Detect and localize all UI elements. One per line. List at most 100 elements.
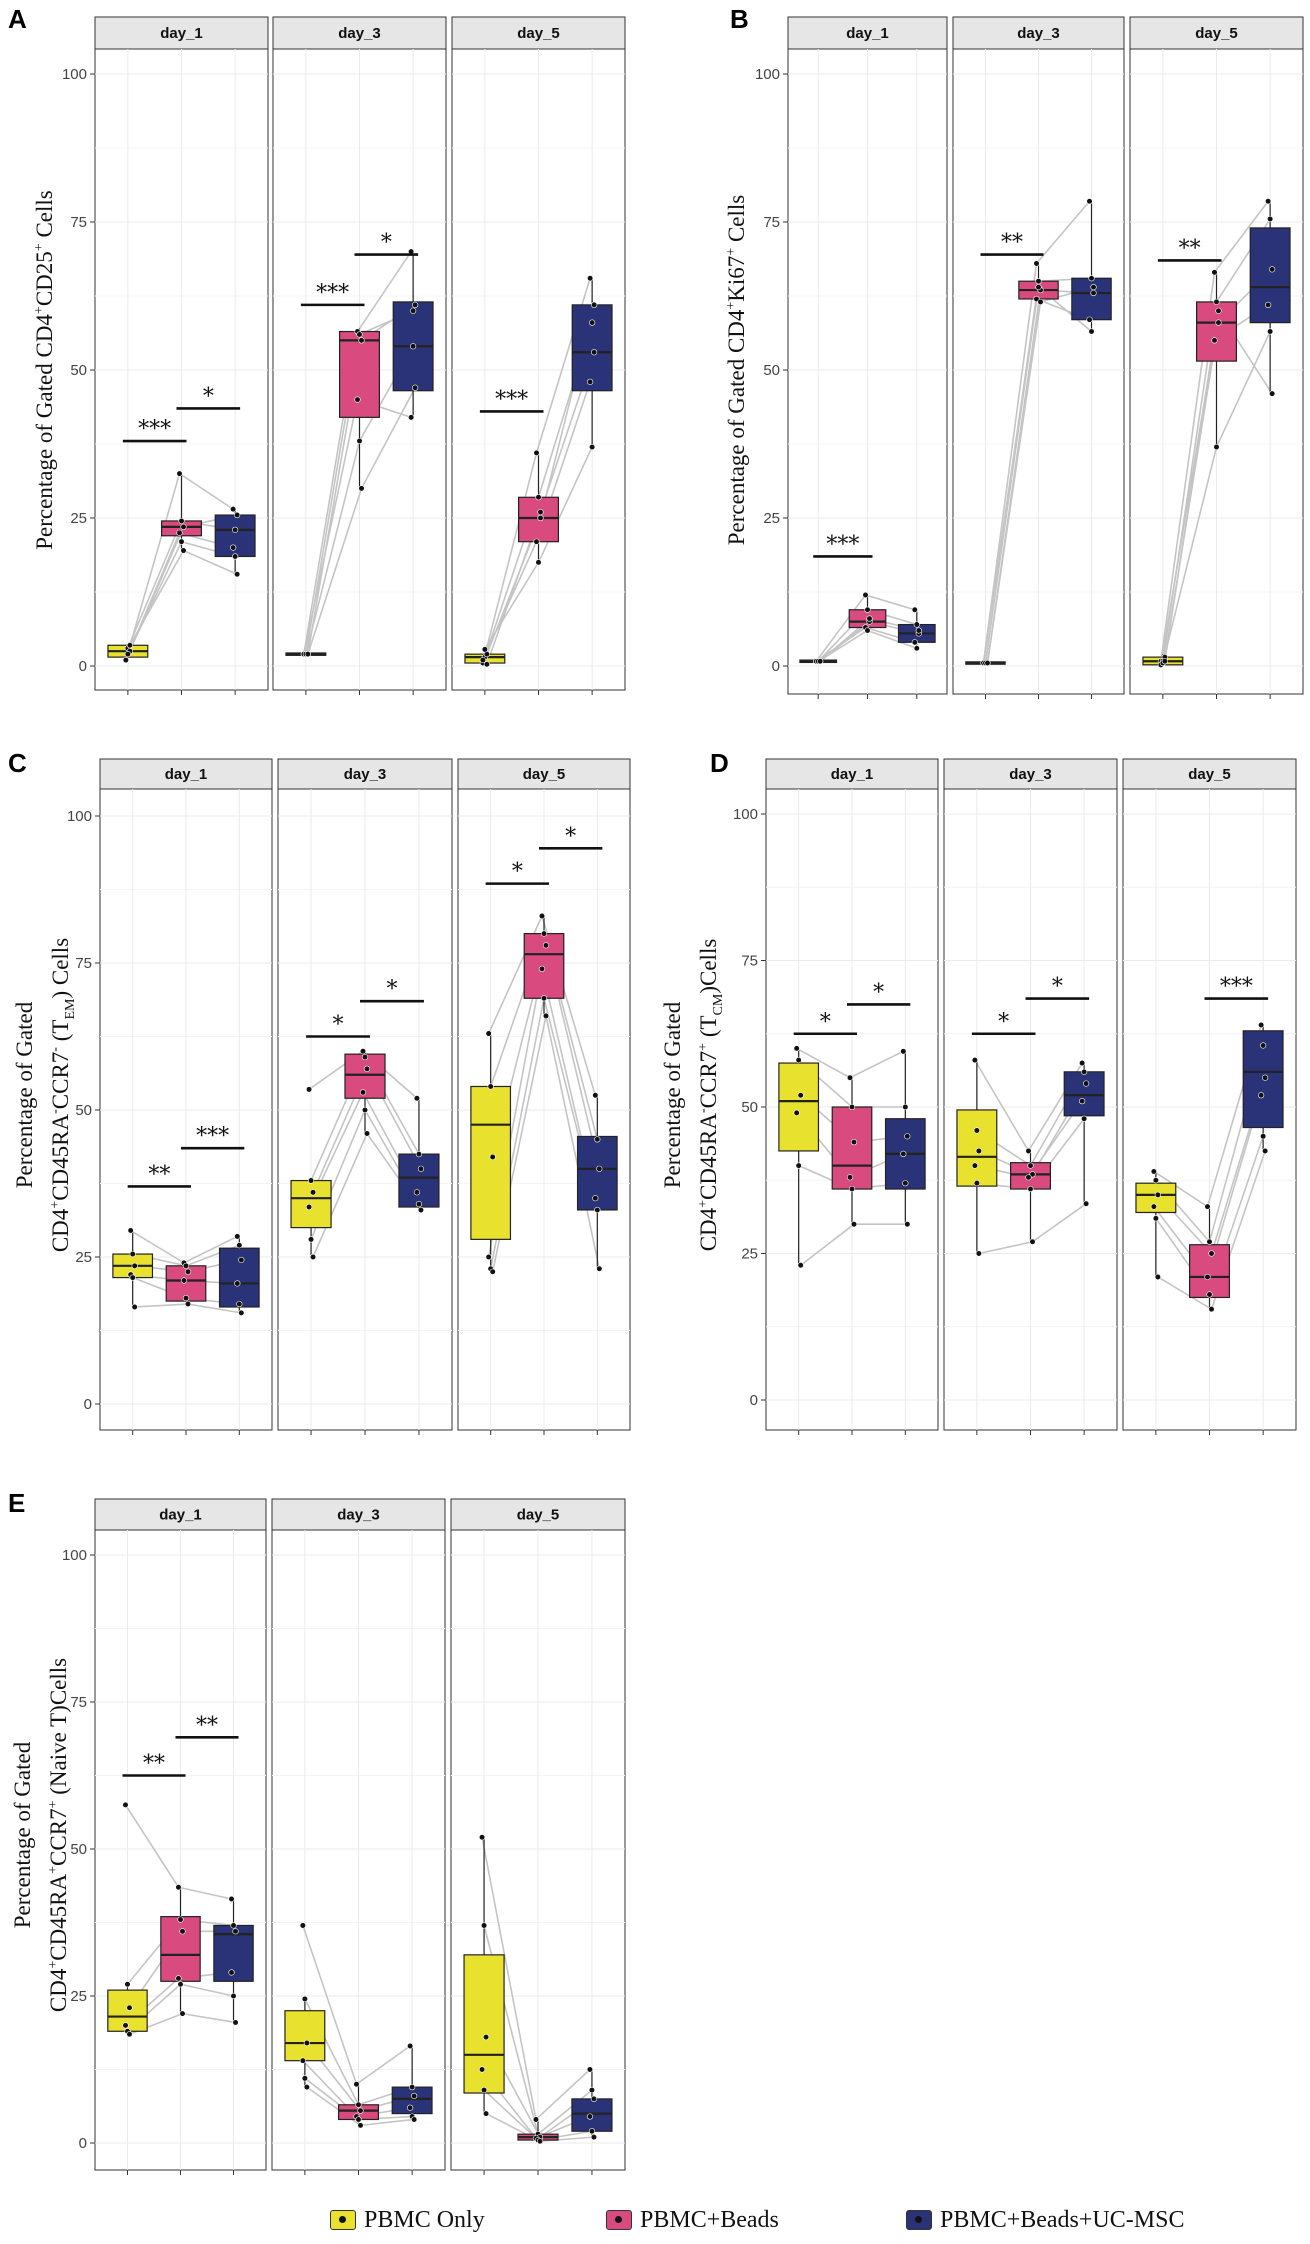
data-point	[358, 485, 365, 492]
data-point	[596, 1265, 603, 1272]
significance-label: *	[333, 1013, 344, 1038]
y-tick-label: 100	[733, 806, 758, 823]
data-point	[1213, 298, 1220, 306]
data-point	[594, 1206, 601, 1214]
data-point	[540, 930, 548, 937]
y-tick-label: 75	[70, 1694, 87, 1711]
data-point	[410, 307, 417, 314]
facet-strip-label: day_3	[338, 25, 381, 42]
significance-label: **	[1001, 231, 1023, 256]
y-axis-label-line2-part: CM	[711, 993, 726, 1015]
data-point	[480, 1922, 488, 1929]
data-point	[915, 627, 922, 634]
facet-day_5: day_5 ***	[1122, 758, 1297, 1435]
data-point	[180, 1277, 188, 1284]
y-axis-label-line2-part: -	[48, 1047, 63, 1052]
data-point	[1079, 1059, 1086, 1067]
data-point	[973, 1180, 980, 1187]
y-axis-label-part: +	[724, 302, 739, 310]
y-axis-label-line2-part: -	[48, 1109, 63, 1114]
y-axis-label-part: Ki67	[724, 256, 749, 302]
box-pbmc-only	[290, 1179, 332, 1229]
data-point	[412, 301, 419, 308]
data-point	[588, 2128, 596, 2135]
data-point	[411, 2116, 418, 2123]
data-point	[587, 275, 594, 282]
y-tick-label: 75	[763, 214, 780, 231]
data-point	[592, 1092, 599, 1099]
data-point	[358, 337, 365, 344]
data-point	[596, 1165, 603, 1172]
data-point	[900, 1150, 907, 1157]
data-point	[361, 1106, 369, 1114]
data-point	[848, 1103, 856, 1111]
facet-strip	[952, 16, 1125, 50]
data-point	[586, 2113, 594, 2120]
data-point	[303, 2084, 310, 2091]
data-point	[535, 559, 542, 566]
data-point	[817, 658, 824, 665]
data-point	[124, 651, 131, 658]
data-point	[299, 1922, 306, 1929]
facet-strip	[1122, 758, 1297, 790]
data-point	[177, 1981, 184, 1988]
facet-strip-label: day_5	[1195, 25, 1238, 42]
facet-strip	[765, 758, 939, 790]
data-point	[1081, 1115, 1088, 1122]
data-point	[359, 1089, 367, 1096]
facet-strip-label: day_5	[523, 766, 566, 783]
data-point	[176, 529, 183, 536]
data-point	[1025, 1147, 1032, 1155]
data-point	[122, 1801, 129, 1808]
y-axis-label-part: Cells	[724, 195, 749, 248]
data-point	[1090, 284, 1097, 291]
y-axis-label-part: Cells	[32, 190, 57, 243]
data-point	[417, 1165, 425, 1172]
data-point	[1267, 215, 1274, 223]
y-axis-label-line2-part: CCR7	[46, 1808, 71, 1866]
box-pbmc-beads	[1196, 301, 1237, 362]
data-point	[230, 506, 237, 513]
data-point	[177, 1916, 184, 1923]
facet-strip	[94, 16, 269, 50]
data-point	[357, 2107, 364, 2114]
data-point	[592, 1195, 599, 1202]
facet-strip-label: day_1	[159, 1507, 202, 1524]
y-axis-label-line2-part: )Cells	[696, 939, 721, 994]
data-point	[1215, 319, 1222, 326]
data-point	[411, 2092, 418, 2100]
data-point	[1083, 1080, 1090, 1087]
data-point	[307, 1177, 315, 1184]
data-point	[407, 2104, 414, 2111]
data-point	[1154, 1191, 1161, 1198]
facet-day_5: day_5 ***	[451, 16, 626, 695]
data-point	[236, 1242, 243, 1249]
data-point	[1204, 1273, 1211, 1281]
y-axis-label-part: CD25	[32, 251, 57, 306]
data-point	[848, 1185, 856, 1193]
y-tick-label: 0	[79, 2135, 87, 2152]
box-pbmc-only	[463, 1954, 505, 2094]
facet-day_3: day_3	[271, 1498, 446, 2175]
data-point	[1088, 275, 1095, 282]
data-point	[1260, 1042, 1267, 1049]
facet-strip-label: day_1	[165, 766, 208, 783]
y-axis-label-line2-part: (T	[696, 1015, 721, 1042]
y-axis-label-line2: CD4+​CD45RA-​CCR7-​ (TEM​) Cells	[48, 938, 78, 1252]
data-point	[129, 1274, 136, 1281]
data-point	[1079, 1098, 1086, 1105]
data-point	[797, 1262, 804, 1269]
facet-strip-label: day_3	[344, 766, 387, 783]
data-point	[1161, 658, 1168, 665]
data-point	[363, 1065, 371, 1072]
data-point	[1152, 1215, 1159, 1222]
data-point	[795, 1057, 802, 1064]
significance-label: *	[998, 1010, 1009, 1035]
data-point	[1086, 316, 1093, 323]
data-point	[1213, 443, 1220, 451]
data-point	[589, 319, 596, 326]
data-point	[413, 1095, 421, 1102]
data-point	[971, 1162, 978, 1169]
facet-day_1: day_1 ** **	[94, 1498, 267, 2175]
significance-label: **	[143, 1752, 165, 1777]
